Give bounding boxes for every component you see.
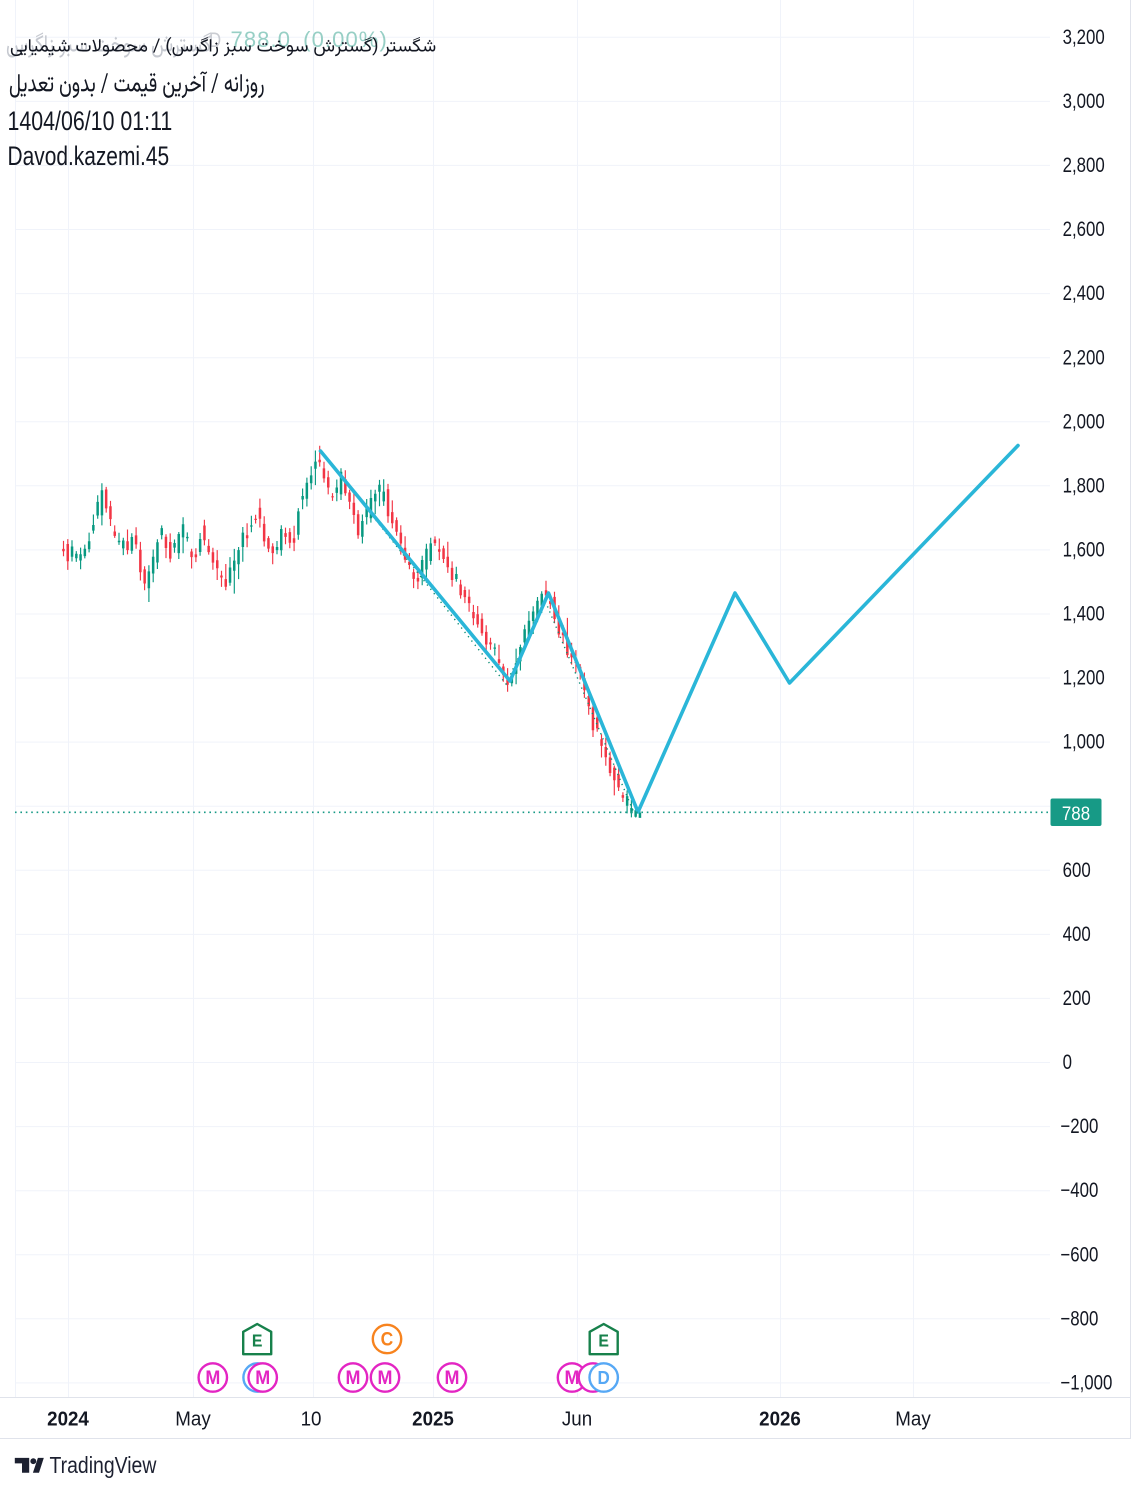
svg-text:M: M (565, 1367, 580, 1389)
svg-text:788.0 (0.00%): 788.0 (0.00%) (231, 27, 388, 52)
svg-text:2,000: 2,000 (1063, 411, 1105, 434)
svg-text:10: 10 (301, 1408, 322, 1431)
svg-text:M: M (346, 1367, 361, 1389)
svg-text:400: 400 (1063, 923, 1091, 946)
svg-text:2,200: 2,200 (1063, 347, 1105, 370)
svg-text:May: May (895, 1408, 931, 1431)
svg-text:200: 200 (1063, 987, 1091, 1010)
svg-text:Jun: Jun (562, 1408, 592, 1431)
svg-text:−400: −400 (1060, 1180, 1098, 1203)
svg-text:2,800: 2,800 (1063, 154, 1105, 177)
svg-text:D: D (209, 29, 221, 52)
svg-text:3,200: 3,200 (1063, 26, 1105, 49)
svg-text:M: M (445, 1367, 460, 1389)
svg-text:Davod.kazemi.45: Davod.kazemi.45 (8, 142, 170, 172)
svg-text:M: M (255, 1367, 270, 1389)
svg-text:E: E (252, 1330, 263, 1350)
svg-text:1404/06/10 01:11: 1404/06/10 01:11 (8, 107, 173, 137)
svg-text:−1,000: −1,000 (1060, 1372, 1112, 1395)
svg-text:0: 0 (1063, 1052, 1072, 1075)
svg-text:1,400: 1,400 (1063, 603, 1105, 626)
svg-text:TradingView: TradingView (50, 1454, 158, 1479)
svg-text:600: 600 (1063, 859, 1091, 882)
svg-text:M: M (205, 1367, 220, 1389)
svg-text:2,400: 2,400 (1063, 283, 1105, 306)
svg-text:3,000: 3,000 (1063, 90, 1105, 113)
svg-text:788: 788 (1062, 803, 1090, 824)
svg-text:−600: −600 (1060, 1244, 1098, 1267)
svg-text:2025: 2025 (412, 1408, 454, 1431)
svg-text:D: D (598, 1368, 610, 1389)
svg-text:2024: 2024 (47, 1408, 89, 1431)
svg-text:1,200: 1,200 (1063, 667, 1105, 690)
svg-text:2026: 2026 (759, 1408, 801, 1431)
svg-text:1,600: 1,600 (1063, 539, 1105, 562)
svg-text:M: M (378, 1367, 393, 1389)
svg-text:−200: −200 (1060, 1116, 1098, 1139)
svg-text:C: C (381, 1328, 394, 1350)
svg-text:1,800: 1,800 (1063, 475, 1105, 498)
svg-text:E: E (598, 1330, 609, 1350)
svg-text:−800: −800 (1060, 1308, 1098, 1331)
svg-text:1,000: 1,000 (1063, 731, 1105, 754)
svg-text:2,600: 2,600 (1063, 219, 1105, 242)
svg-text:May: May (175, 1408, 211, 1431)
